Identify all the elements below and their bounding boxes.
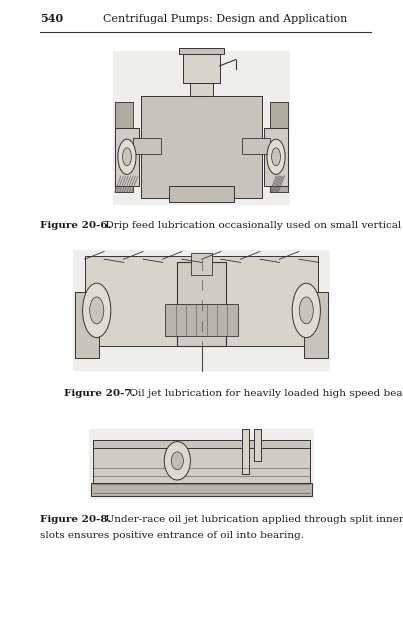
Bar [141,96,262,198]
Bar [169,186,234,202]
Bar [193,54,210,70]
Text: Figure 20-6.: Figure 20-6. [40,221,112,230]
Ellipse shape [89,297,104,324]
Bar [91,483,312,496]
Bar [115,102,133,192]
Bar [264,128,288,186]
Text: 540: 540 [40,13,63,24]
Bar [270,102,288,192]
Bar [73,250,330,371]
Bar [115,128,139,186]
Bar [115,102,133,192]
Bar [270,102,288,192]
Bar [270,102,288,192]
Bar [190,70,213,96]
Bar [115,102,133,192]
Bar [89,429,314,499]
Ellipse shape [118,139,136,174]
Bar [270,102,288,192]
Ellipse shape [292,283,320,337]
Text: slots ensures positive entrance of oil into bearing.: slots ensures positive entrance of oil i… [40,531,304,540]
Bar [93,448,310,483]
Bar [183,54,220,83]
Bar [242,138,270,154]
Bar [191,253,212,275]
Bar [242,429,249,474]
Bar [304,291,328,358]
Text: Figure 20-7.: Figure 20-7. [64,389,136,398]
Bar [93,440,310,448]
Bar [270,102,288,192]
Bar [177,262,226,346]
Text: Figure 20-8.: Figure 20-8. [40,515,112,524]
Bar [270,102,288,192]
Bar [133,138,161,154]
Ellipse shape [164,442,190,480]
Bar [75,291,99,358]
Text: Oil jet lubrication for heavily loaded high speed bearings.: Oil jet lubrication for heavily loaded h… [123,389,403,398]
Text: Centrifugal Pumps: Design and Application: Centrifugal Pumps: Design and Applicatio… [103,13,347,24]
Text: Drip feed lubrication occasionally used on small vertical pumps.: Drip feed lubrication occasionally used … [99,221,403,230]
Bar [179,48,224,54]
Bar [85,256,318,346]
Ellipse shape [171,452,183,470]
Ellipse shape [272,148,280,166]
Ellipse shape [83,283,111,337]
Bar [115,102,133,192]
Bar [254,429,261,461]
Ellipse shape [267,139,285,174]
Text: Under-race oil jet lubrication applied through split inner ring with oil: Under-race oil jet lubrication applied t… [99,515,403,524]
Ellipse shape [299,297,314,324]
Bar [115,102,133,192]
Ellipse shape [123,148,131,166]
Bar [115,102,133,192]
Bar [113,51,290,205]
Bar [165,304,238,336]
